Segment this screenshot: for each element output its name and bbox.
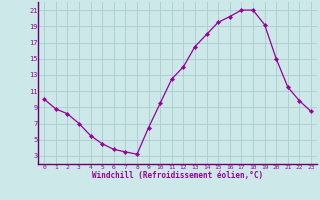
X-axis label: Windchill (Refroidissement éolien,°C): Windchill (Refroidissement éolien,°C) xyxy=(92,171,263,180)
